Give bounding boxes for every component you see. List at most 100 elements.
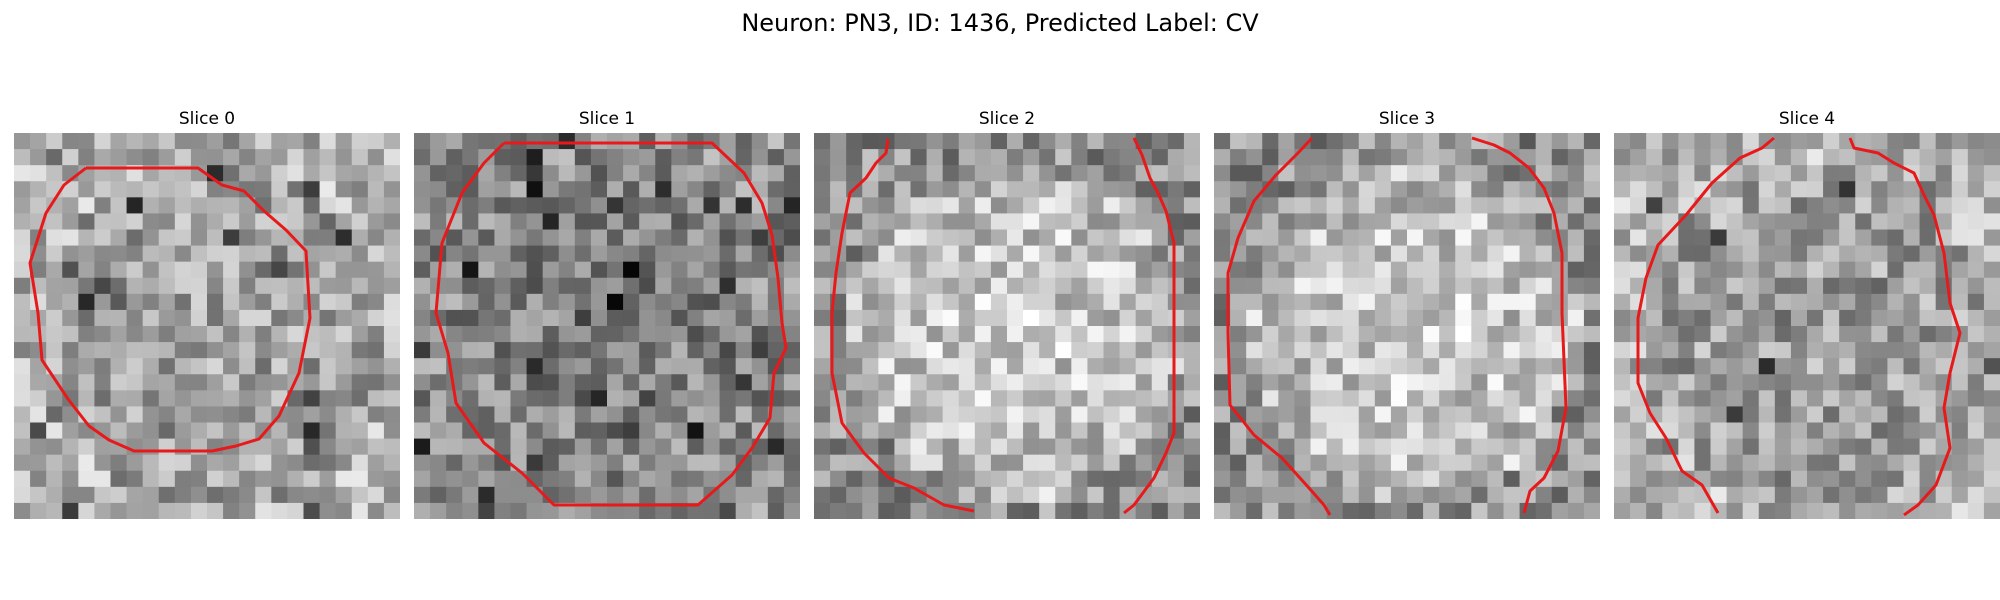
- pixel-cell: [767, 149, 785, 166]
- pixel-cell: [1071, 181, 1089, 198]
- pixel-cell: [846, 342, 863, 359]
- pixel-cell: [303, 229, 321, 247]
- pixel-cell: [1294, 213, 1312, 231]
- pixel-cell: [974, 342, 992, 359]
- pixel-cell: [1310, 213, 1328, 231]
- pixel-cell: [1407, 165, 1424, 182]
- pixel-cell: [126, 422, 144, 440]
- pixel-cell: [1758, 454, 1776, 472]
- pixel-cell: [1742, 342, 1760, 359]
- pixel-cell: [1167, 358, 1185, 375]
- pixel-cell: [1262, 293, 1279, 311]
- pixel-cell: [703, 470, 721, 488]
- pixel-cell: [110, 422, 128, 440]
- pixel-cell: [1167, 438, 1185, 456]
- pixel-cell: [319, 438, 337, 456]
- pixel-cell: [1167, 181, 1185, 198]
- pixel-cell: [1119, 422, 1137, 440]
- pixel-cell: [446, 502, 463, 519]
- pixel-cell: [558, 197, 576, 215]
- pixel-cell: [46, 229, 63, 247]
- pixel-cell: [958, 406, 976, 424]
- pixel-cell: [142, 261, 160, 279]
- pixel-cell: [383, 309, 400, 327]
- pixel-cell: [46, 133, 63, 150]
- pixel-cell: [1455, 309, 1472, 327]
- slice-2-pixel-grid: [814, 133, 1200, 519]
- pixel-cell: [462, 245, 479, 263]
- pixel-cell: [414, 245, 431, 263]
- pixel-cell: [830, 133, 847, 150]
- pixel-cell: [271, 438, 289, 456]
- pixel-cell: [735, 326, 753, 343]
- pixel-cell: [1326, 342, 1344, 359]
- pixel-cell: [1103, 309, 1121, 327]
- pixel-cell: [1423, 261, 1440, 279]
- pixel-cell: [1967, 422, 1985, 440]
- pixel-cell: [1214, 197, 1231, 215]
- pixel-cell: [30, 197, 47, 215]
- pixel-cell: [1935, 422, 1953, 440]
- pixel-cell: [1151, 406, 1169, 424]
- pixel-cell: [623, 181, 640, 198]
- pixel-cell: [590, 326, 608, 343]
- pixel-cell: [1183, 245, 1200, 263]
- pixel-cell: [1774, 486, 1792, 504]
- pixel-cell: [494, 486, 512, 504]
- pixel-cell: [1839, 149, 1856, 166]
- pixel-cell: [1726, 486, 1744, 504]
- pixel-cell: [862, 470, 879, 488]
- pixel-cell: [942, 342, 960, 359]
- pixel-cell: [542, 470, 560, 488]
- pixel-cell: [1471, 293, 1489, 311]
- pixel-cell: [1246, 229, 1263, 247]
- pixel-cell: [174, 213, 192, 231]
- pixel-cell: [1230, 277, 1247, 295]
- pixel-cell: [1246, 326, 1263, 343]
- pixel-cell: [1983, 197, 2000, 215]
- pixel-cell: [574, 245, 592, 263]
- pixel-cell: [1262, 390, 1279, 408]
- pixel-cell: [430, 149, 447, 166]
- pixel-cell: [1519, 358, 1537, 375]
- pixel-cell: [910, 133, 928, 150]
- pixel-cell: [303, 277, 321, 295]
- pixel-cell: [319, 342, 337, 359]
- pixel-cell: [430, 438, 447, 456]
- pixel-cell: [430, 133, 447, 150]
- pixel-cell: [303, 309, 321, 327]
- pixel-cell: [1039, 261, 1056, 279]
- pixel-cell: [1087, 229, 1105, 247]
- pixel-cell: [14, 133, 31, 150]
- pixel-cell: [1903, 213, 1921, 231]
- pixel-cell: [1630, 438, 1647, 456]
- pixel-cell: [703, 165, 721, 182]
- pixel-cell: [126, 293, 144, 311]
- pixel-cell: [190, 502, 208, 519]
- pixel-cell: [542, 358, 560, 375]
- pixel-cell: [383, 293, 400, 311]
- pixel-cell: [142, 502, 160, 519]
- pixel-cell: [1294, 149, 1312, 166]
- pixel-cell: [590, 165, 608, 182]
- pixel-cell: [1967, 277, 1985, 295]
- pixel-cell: [926, 358, 944, 375]
- slice-2-contour-left: [830, 138, 975, 513]
- pixel-cell: [1726, 245, 1744, 263]
- pixel-cell: [1087, 390, 1105, 408]
- pixel-cell: [1071, 486, 1089, 504]
- pixel-cell: [751, 309, 769, 327]
- pixel-cell: [1983, 245, 2000, 263]
- pixel-cell: [814, 293, 831, 311]
- pixel-cell: [671, 502, 689, 519]
- pixel-cell: [878, 358, 896, 375]
- pixel-cell: [1919, 213, 1937, 231]
- pixel-cell: [1807, 374, 1824, 391]
- pixel-cell: [590, 213, 608, 231]
- pixel-cell: [510, 261, 528, 279]
- pixel-cell: [639, 502, 656, 519]
- pixel-cell: [607, 293, 624, 311]
- pixel-cell: [158, 197, 176, 215]
- pixel-cell: [1551, 245, 1569, 263]
- pixel-cell: [1214, 358, 1231, 375]
